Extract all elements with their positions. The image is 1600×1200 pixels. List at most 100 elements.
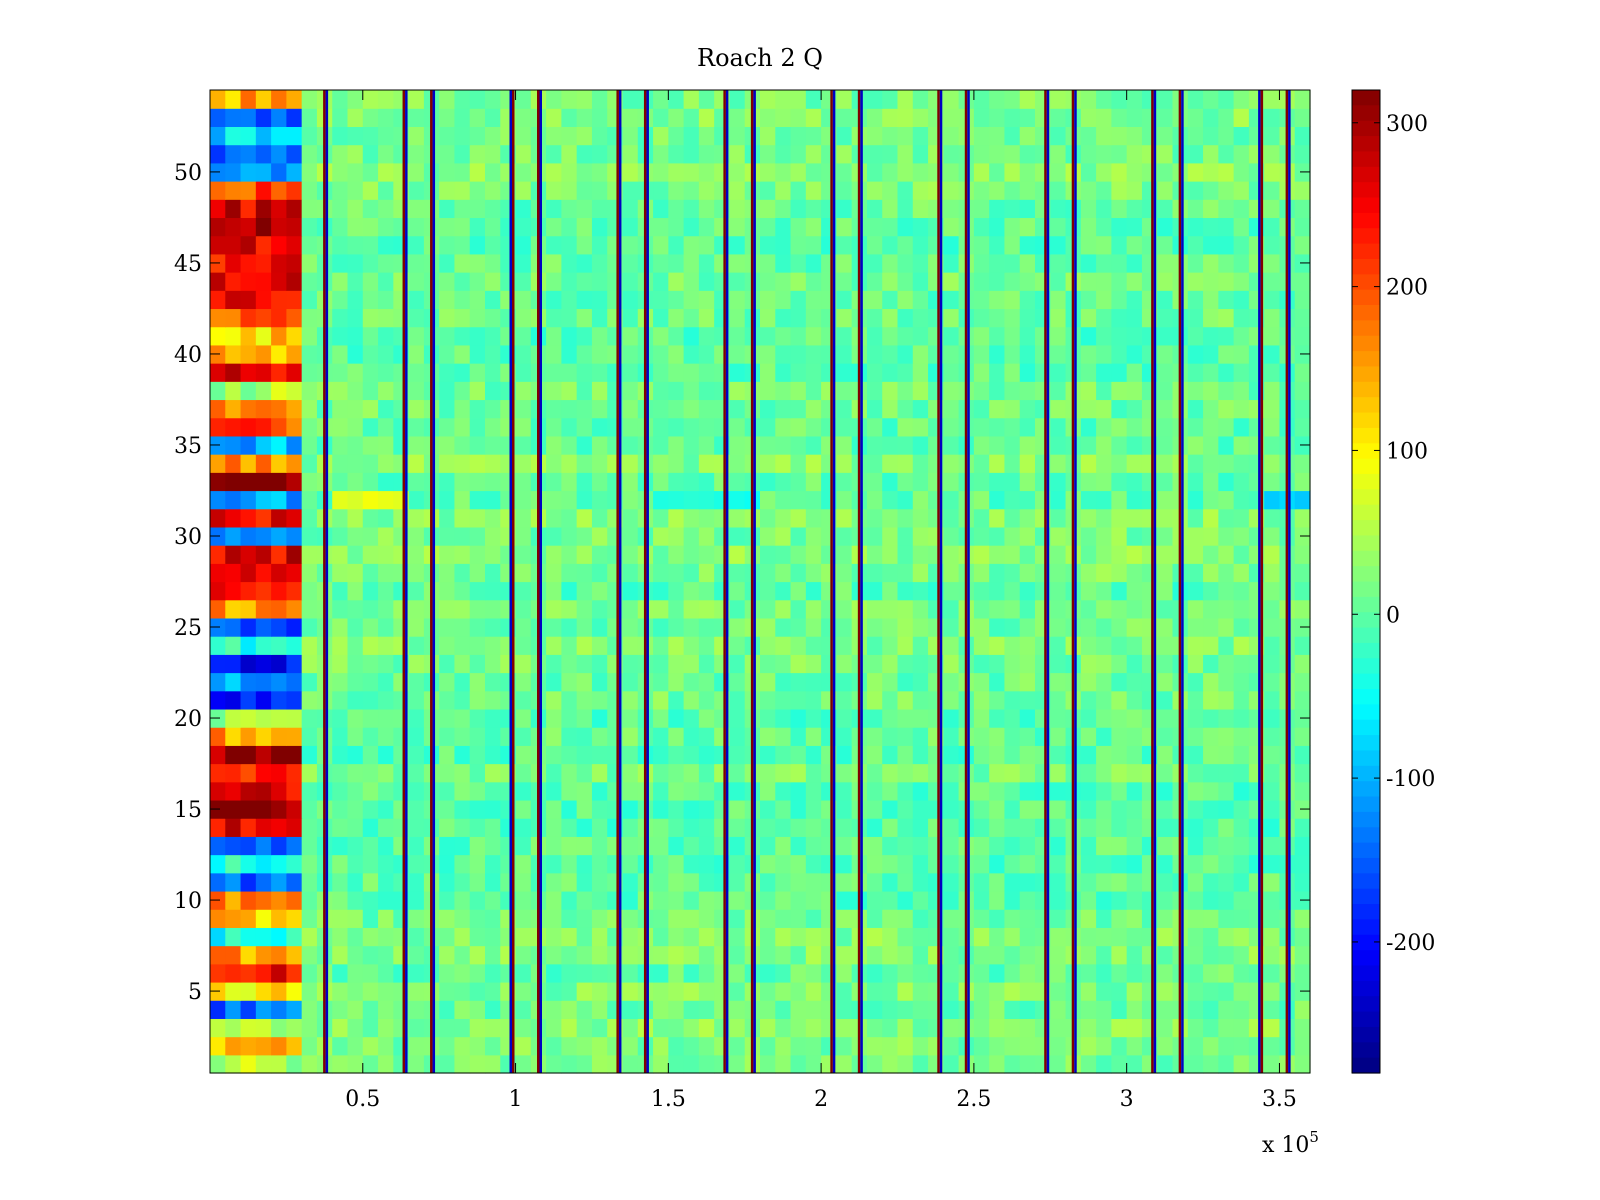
heatmap-cell bbox=[973, 945, 990, 965]
heatmap-cell bbox=[1050, 708, 1067, 728]
heatmap-cell bbox=[240, 927, 257, 947]
heatmap-cell bbox=[561, 399, 578, 419]
heatmap-cell bbox=[1233, 654, 1250, 674]
heatmap-cell bbox=[866, 472, 883, 492]
heatmap-cell bbox=[775, 454, 792, 473]
colorbar-swatch bbox=[1352, 228, 1380, 245]
heatmap-cell bbox=[897, 745, 914, 765]
heatmap-cell bbox=[1111, 781, 1128, 801]
heatmap-cell bbox=[378, 490, 394, 510]
heatmap-cell bbox=[561, 581, 578, 601]
heatmap-cell bbox=[286, 363, 303, 382]
heatmap-cell bbox=[683, 1036, 700, 1056]
heatmap-cell bbox=[775, 435, 792, 455]
heatmap-cell bbox=[255, 945, 272, 965]
heatmap-cell bbox=[454, 526, 471, 546]
heatmap-cell bbox=[515, 563, 532, 583]
heatmap-cell bbox=[943, 581, 960, 601]
heatmap-cell bbox=[454, 672, 471, 692]
heatmap-cell bbox=[271, 672, 287, 692]
heatmap-cell bbox=[622, 872, 639, 892]
heatmap-cell bbox=[943, 126, 960, 146]
heatmap-cell bbox=[653, 854, 669, 874]
heatmap-cell bbox=[332, 344, 349, 364]
heatmap-cell bbox=[408, 308, 425, 328]
heatmap-cell bbox=[1096, 344, 1112, 364]
heatmap-cell bbox=[943, 108, 960, 127]
heatmap-cell bbox=[255, 144, 272, 164]
heatmap-cell bbox=[546, 909, 562, 928]
heatmap-cell bbox=[698, 599, 715, 619]
heatmap-cell bbox=[439, 781, 456, 801]
heatmap-cell bbox=[897, 708, 914, 728]
heatmap-cell bbox=[912, 508, 929, 528]
heatmap-cell bbox=[454, 217, 471, 237]
heatmap-cell bbox=[561, 799, 578, 819]
heatmap-cell bbox=[668, 144, 685, 164]
heatmap-cell bbox=[255, 108, 272, 127]
heatmap-cell bbox=[255, 599, 272, 619]
heatmap-cell bbox=[271, 472, 287, 492]
heatmap-cell bbox=[1019, 727, 1036, 746]
heatmap-cell bbox=[943, 272, 960, 291]
heatmap-cell bbox=[210, 763, 226, 783]
heatmap-cell bbox=[1294, 290, 1311, 310]
heatmap-cell bbox=[225, 636, 242, 655]
heatmap-cell bbox=[1111, 981, 1128, 1001]
heatmap-cell bbox=[286, 963, 303, 983]
heatmap-cell bbox=[439, 162, 456, 182]
heatmap-cell bbox=[1096, 435, 1112, 455]
heatmap-cell bbox=[1233, 581, 1250, 601]
heatmap-cell bbox=[943, 854, 960, 874]
heatmap-cell bbox=[897, 90, 914, 109]
heatmap-cell bbox=[347, 290, 364, 310]
heatmap-cell bbox=[561, 981, 578, 1001]
heatmap-cell bbox=[454, 454, 471, 473]
heatmap-cell bbox=[469, 490, 486, 510]
heatmap-cell bbox=[1157, 545, 1174, 564]
heatmap-cell bbox=[454, 399, 471, 419]
heatmap-cell bbox=[668, 617, 685, 637]
heatmap-cell bbox=[989, 599, 1006, 619]
heatmap-cell bbox=[1218, 581, 1235, 601]
heatmap-cell bbox=[1050, 727, 1067, 746]
colorbar-swatch bbox=[1352, 689, 1380, 705]
heatmap-cell bbox=[1264, 654, 1281, 674]
heatmap-cell bbox=[225, 181, 242, 200]
heatmap-cell bbox=[1096, 272, 1112, 291]
heatmap-cell bbox=[1050, 162, 1067, 182]
heatmap-cell bbox=[1111, 872, 1128, 892]
heatmap-cell bbox=[591, 690, 608, 710]
heatmap-cell bbox=[897, 253, 914, 273]
heatmap-cell bbox=[1264, 1018, 1281, 1038]
heatmap-cell bbox=[1111, 1054, 1128, 1074]
heatmap-cell bbox=[332, 1036, 349, 1056]
heatmap-cell bbox=[1111, 1000, 1128, 1019]
heatmap-cell bbox=[408, 326, 425, 346]
heatmap-cell bbox=[653, 217, 669, 237]
heatmap-cell bbox=[454, 763, 471, 783]
heatmap-cell bbox=[1080, 636, 1097, 655]
heatmap-cell bbox=[1203, 890, 1219, 910]
colorbar-swatch bbox=[1352, 320, 1380, 337]
heatmap-cell bbox=[973, 927, 990, 947]
heatmap-cell bbox=[882, 781, 899, 801]
heatmap-cell bbox=[210, 927, 226, 947]
heatmap-cell bbox=[210, 199, 226, 219]
heatmap-cell bbox=[912, 454, 929, 473]
heatmap-cell bbox=[790, 545, 807, 564]
heatmap-cell bbox=[1233, 1054, 1250, 1074]
heatmap-cell bbox=[347, 217, 364, 237]
heatmap-cell bbox=[469, 818, 486, 837]
heatmap-cell bbox=[836, 981, 853, 1001]
heatmap-cell bbox=[408, 417, 425, 437]
heatmap-cell bbox=[882, 672, 899, 692]
heatmap-cell bbox=[897, 545, 914, 564]
heatmap-cell bbox=[576, 90, 593, 109]
heatmap-cell bbox=[1019, 472, 1036, 492]
heatmap-cell bbox=[439, 981, 456, 1001]
heatmap-cell bbox=[912, 526, 929, 546]
heatmap-cell bbox=[439, 963, 456, 983]
heatmap-cell bbox=[622, 272, 639, 291]
heatmap-cell bbox=[1111, 708, 1128, 728]
